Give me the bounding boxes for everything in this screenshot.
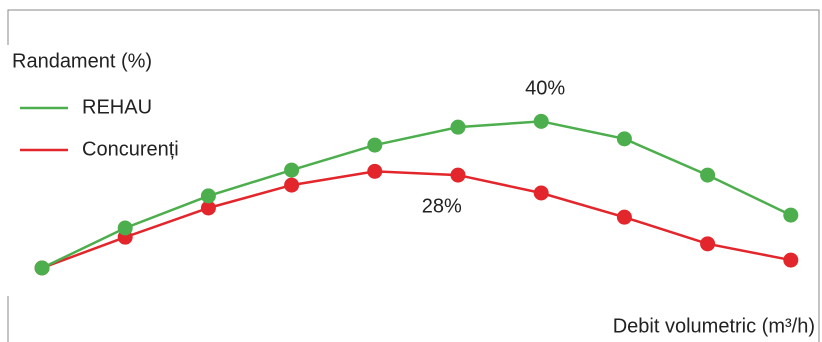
data-point (616, 209, 632, 225)
data-point (200, 200, 216, 216)
data-point (450, 167, 466, 183)
series-line (41, 170, 792, 270)
data-point (284, 177, 300, 193)
data-point (783, 252, 799, 268)
frame (7, 9, 820, 342)
data-point (367, 137, 383, 153)
data-point (367, 163, 383, 179)
data-point (284, 162, 300, 178)
data-point (200, 188, 216, 204)
data-point (117, 220, 133, 236)
data-point (34, 260, 50, 276)
legend-label: Concurenți (82, 138, 179, 160)
data-point (616, 131, 632, 147)
data-label: 40% (525, 78, 565, 100)
series-line (41, 120, 792, 270)
data-point (533, 185, 549, 201)
x-axis-label: Debit volumetric (m³/h) (613, 315, 815, 337)
data-point (450, 119, 466, 135)
data-point (700, 167, 716, 183)
data-point (700, 236, 716, 252)
y-axis-label: Randament (%) (12, 50, 152, 72)
data-point (783, 207, 799, 223)
legend-label: REHAU (82, 96, 152, 118)
data-label: 28% (422, 196, 462, 218)
data-point (533, 113, 549, 129)
